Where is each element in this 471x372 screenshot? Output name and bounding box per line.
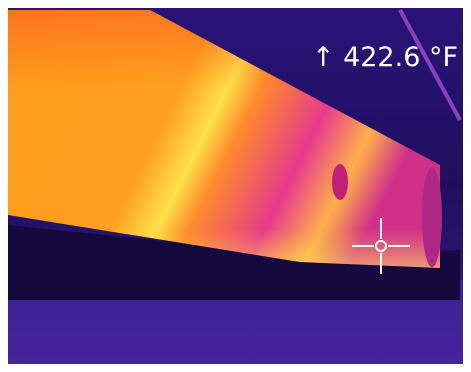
pipe-end <box>422 167 442 267</box>
pipe-shading <box>8 10 440 268</box>
port <box>332 164 348 200</box>
railing <box>8 225 460 300</box>
crosshair <box>352 218 410 274</box>
temperature-readout: ↑ 422.6 °F <box>312 42 458 73</box>
beam <box>398 9 462 121</box>
